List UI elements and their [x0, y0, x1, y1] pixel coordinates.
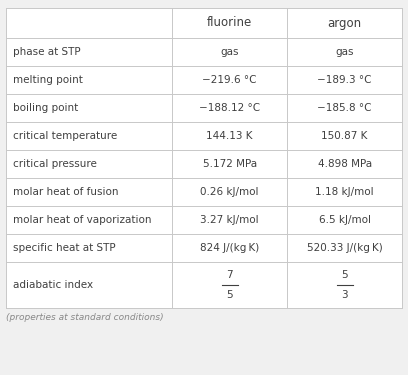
Text: −219.6 °C: −219.6 °C — [202, 75, 257, 85]
Text: 520.33 J/(kg K): 520.33 J/(kg K) — [307, 243, 382, 253]
Text: melting point: melting point — [13, 75, 83, 85]
Text: molar heat of vaporization: molar heat of vaporization — [13, 215, 151, 225]
Text: 3: 3 — [341, 291, 348, 300]
Text: 5: 5 — [341, 270, 348, 279]
Text: adiabatic index: adiabatic index — [13, 280, 93, 290]
Text: −188.12 °C: −188.12 °C — [199, 103, 260, 113]
Text: 0.26 kJ/mol: 0.26 kJ/mol — [200, 187, 259, 197]
Text: fluorine: fluorine — [207, 16, 253, 30]
Text: specific heat at STP: specific heat at STP — [13, 243, 115, 253]
Bar — [6, 8, 402, 308]
Text: phase at STP: phase at STP — [13, 47, 81, 57]
Text: molar heat of fusion: molar heat of fusion — [13, 187, 118, 197]
Text: 5: 5 — [226, 291, 233, 300]
Text: −189.3 °C: −189.3 °C — [317, 75, 372, 85]
Text: (properties at standard conditions): (properties at standard conditions) — [6, 313, 164, 322]
Text: critical pressure: critical pressure — [13, 159, 97, 169]
Text: argon: argon — [328, 16, 361, 30]
Text: 1.18 kJ/mol: 1.18 kJ/mol — [315, 187, 374, 197]
Text: gas: gas — [220, 47, 239, 57]
Text: 3.27 kJ/mol: 3.27 kJ/mol — [200, 215, 259, 225]
Text: 4.898 MPa: 4.898 MPa — [317, 159, 372, 169]
Text: 150.87 K: 150.87 K — [322, 131, 368, 141]
Text: 6.5 kJ/mol: 6.5 kJ/mol — [319, 215, 370, 225]
Text: 144.13 K: 144.13 K — [206, 131, 253, 141]
Text: critical temperature: critical temperature — [13, 131, 117, 141]
Text: −185.8 °C: −185.8 °C — [317, 103, 372, 113]
Text: boiling point: boiling point — [13, 103, 78, 113]
Text: 824 J/(kg K): 824 J/(kg K) — [200, 243, 259, 253]
Text: gas: gas — [335, 47, 354, 57]
Text: 5.172 MPa: 5.172 MPa — [203, 159, 257, 169]
Text: 7: 7 — [226, 270, 233, 279]
